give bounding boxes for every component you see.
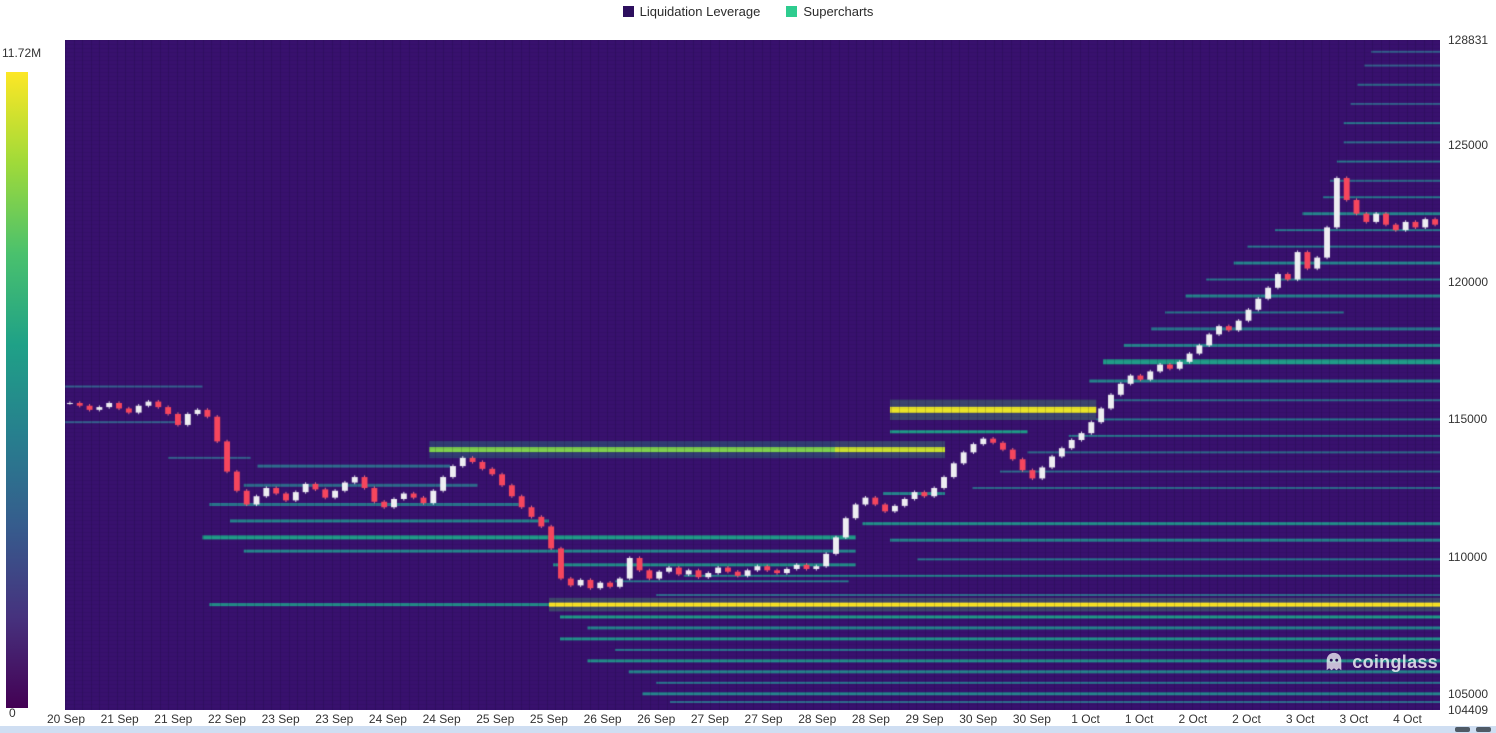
x-tick-label: 28 Sep [851, 712, 890, 726]
coinglass-logo-icon [1326, 652, 1342, 671]
y-tick-label: 115000 [1448, 412, 1488, 427]
x-tick-label: 28 Sep [798, 712, 837, 726]
scrollbar-handles [1455, 727, 1491, 732]
legend-item-liquidation-leverage[interactable]: Liquidation Leverage [622, 3, 761, 19]
y-tick-label: 128831 [1448, 33, 1489, 47]
x-tick-label: 24 Sep [368, 712, 407, 726]
scrollbar-grip-icon[interactable] [1455, 727, 1470, 732]
colorbar-gradient [6, 72, 28, 708]
x-axis: 20 Sep 21 Sep 21 Sep 22 Sep 23 Sep 23 Sep 24 S… [47, 712, 1440, 728]
y-tick-label: 105000 [1448, 686, 1489, 701]
x-tick-label: 24 Sep [422, 712, 461, 726]
y-tick-label: 110000 [1448, 549, 1488, 564]
x-tick-label: 23 Sep [315, 712, 354, 726]
x-tick-label: 27 Sep [690, 712, 729, 726]
x-tick-label: 1 Oct [1124, 712, 1154, 726]
y-tick-label: 120000 [1448, 275, 1489, 290]
x-tick-label: 30 Sep [1012, 712, 1051, 726]
colorbar-max-label: 11.72M [2, 46, 42, 60]
x-tick-label: 25 Sep [476, 712, 515, 726]
x-tick-label: 3 Oct [1285, 712, 1315, 726]
legend-label-liquidation-leverage: Liquidation Leverage [639, 3, 761, 19]
x-tick-label: 21 Sep [100, 712, 139, 726]
x-tick-label: 3 Oct [1339, 712, 1369, 726]
x-tick-label: 2 Oct [1232, 712, 1261, 726]
coinglass-watermark: coinglass [1300, 648, 1438, 676]
x-tick-label: 1 Oct [1071, 712, 1100, 726]
x-tick-label: 21 Sep [154, 712, 193, 726]
x-tick-label: 25 Sep [529, 712, 568, 726]
colorbar-min-label: 0 [9, 706, 16, 720]
x-tick-label: 29 Sep [905, 712, 944, 726]
x-tick-label: 27 Sep [744, 712, 783, 726]
x-tick-label: 26 Sep [583, 712, 622, 726]
x-tick-label: 30 Sep [959, 712, 998, 726]
legend-swatch-liquidation-leverage-icon [622, 5, 634, 17]
x-tick-label: 4 Oct [1393, 712, 1422, 726]
legend-label-supercharts: Supercharts [803, 3, 874, 19]
timeline-scrollbar[interactable] [0, 726, 1496, 733]
x-tick-label: 26 Sep [637, 712, 676, 726]
x-tick-label: 20 Sep [46, 712, 86, 726]
legend-item-supercharts[interactable]: Supercharts [786, 4, 873, 19]
x-tick-label: 22 Sep [207, 712, 246, 726]
chart-legend: Liquidation Leverage Supercharts [0, 2, 1496, 20]
y-tick-label: 125000 [1448, 138, 1489, 153]
scrollbar-grip-icon[interactable] [1476, 727, 1491, 732]
watermark-text: coinglass [1352, 651, 1438, 672]
y-tick-label: 104409 [1448, 703, 1489, 717]
x-tick-label: 23 Sep [261, 712, 300, 726]
legend-swatch-supercharts-icon [786, 5, 798, 17]
heatmap-plot-area[interactable] [65, 40, 1440, 710]
x-tick-label: 2 Oct [1178, 712, 1208, 726]
y-axis: 128831 125000 120000 115000 110000 105000 1044… [1447, 0, 1496, 733]
